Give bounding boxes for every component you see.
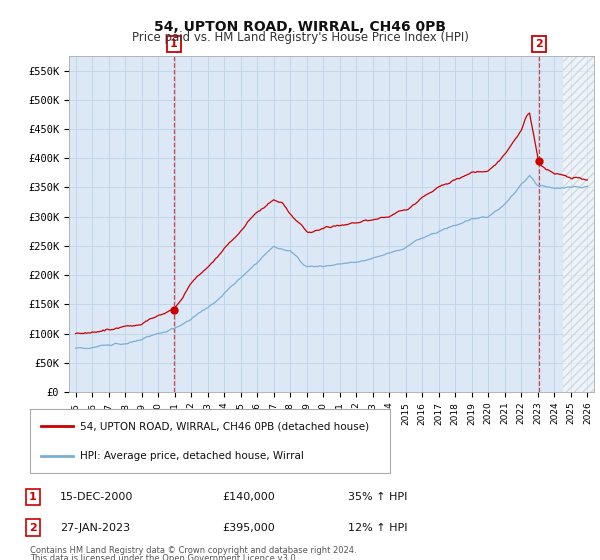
Text: 35% ↑ HPI: 35% ↑ HPI bbox=[348, 492, 407, 502]
Text: 54, UPTON ROAD, WIRRAL, CH46 0PB: 54, UPTON ROAD, WIRRAL, CH46 0PB bbox=[154, 20, 446, 34]
Text: Price paid vs. HM Land Registry's House Price Index (HPI): Price paid vs. HM Land Registry's House … bbox=[131, 31, 469, 44]
Text: This data is licensed under the Open Government Licence v3.0.: This data is licensed under the Open Gov… bbox=[30, 554, 298, 560]
Text: 54, UPTON ROAD, WIRRAL, CH46 0PB (detached house): 54, UPTON ROAD, WIRRAL, CH46 0PB (detach… bbox=[80, 421, 370, 431]
Text: 15-DEC-2000: 15-DEC-2000 bbox=[60, 492, 133, 502]
Text: £395,000: £395,000 bbox=[222, 522, 275, 533]
Text: 2: 2 bbox=[535, 39, 543, 49]
Text: Contains HM Land Registry data © Crown copyright and database right 2024.: Contains HM Land Registry data © Crown c… bbox=[30, 546, 356, 555]
Text: 27-JAN-2023: 27-JAN-2023 bbox=[60, 522, 130, 533]
Text: HPI: Average price, detached house, Wirral: HPI: Average price, detached house, Wirr… bbox=[80, 451, 304, 461]
Text: 2: 2 bbox=[29, 522, 37, 533]
Text: 1: 1 bbox=[170, 39, 178, 49]
Text: £140,000: £140,000 bbox=[222, 492, 275, 502]
Text: 1: 1 bbox=[29, 492, 37, 502]
Text: 12% ↑ HPI: 12% ↑ HPI bbox=[348, 522, 407, 533]
